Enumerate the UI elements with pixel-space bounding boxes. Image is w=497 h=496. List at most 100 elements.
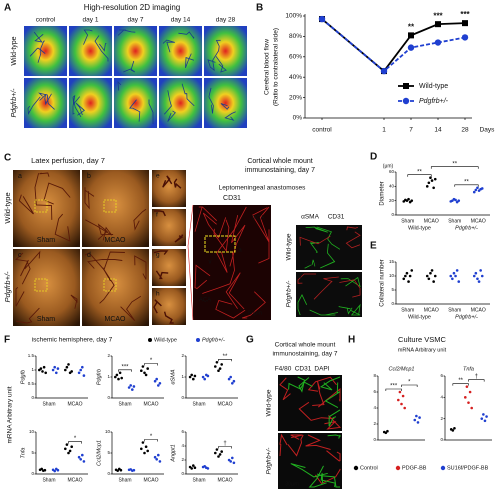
y-tick-label: 0 [391,301,394,306]
data-point [403,406,407,410]
data-point [206,374,210,378]
x-tick-label: MCAO [218,401,233,407]
panel-title: ischemic hemisphere, day 7 [32,337,113,344]
data-point [454,198,457,202]
data-point [457,199,461,202]
image-letter: e [156,173,160,180]
y-tick-label: 1.5 [28,353,35,358]
bracket [385,388,402,391]
group-label: Wild-type [408,225,431,231]
legend-marker [402,97,410,105]
y-tick-label: 4 [440,395,443,400]
vessel [216,206,247,273]
data-point [82,374,86,377]
x-tick-label: Sham [448,307,461,313]
vessel [339,279,361,298]
y-tick-label: 0% [293,115,303,122]
stain-label: αSMA [301,214,320,221]
row-label: Pdgfrb+/- [286,280,293,308]
data-point [117,377,120,381]
row-label: Pdgfrb+/- [266,447,273,475]
data-point [144,445,148,449]
bracket [144,439,158,442]
vessel [297,294,308,316]
significance: * [74,436,77,442]
data-point [232,461,236,465]
data-point [68,449,72,453]
y-tick-label: 0 [181,471,184,476]
y-tick-label: 5 [391,287,394,292]
vessel [83,29,93,45]
zoom-box [103,199,117,213]
x-tick-label: MCAO [144,477,159,483]
x-tick-label: 14 [434,127,442,134]
y-tick-label: 15 [389,259,395,264]
scale-label: 50μm [305,261,319,267]
x-tick-label: Sham [192,477,205,483]
significance: ** [458,378,463,384]
x-tick-label: 7 [409,127,413,134]
chart-title: Tnfa [463,366,474,372]
vessel [304,259,316,269]
data-point [229,375,232,379]
data-point [480,274,484,278]
data-point [153,379,157,383]
y-tick-label: 2 [373,421,376,426]
y-tick-label: 20 [389,198,395,203]
chart-title: Angpt1 [170,444,176,462]
chart-title: Ccl2/Mcp1 [389,366,415,372]
significance: † [475,374,478,380]
data-point [53,365,56,369]
data-point [425,274,429,278]
chart-title: Pdgfb [20,370,26,384]
vessel [215,300,246,319]
data-point [218,367,222,370]
significance: *** [390,384,398,390]
data-point [157,453,160,457]
panel-title: Culture VSMC [398,335,447,344]
data-point [477,280,481,283]
data-point [65,443,69,446]
data-point [119,468,123,472]
data-point [231,382,234,385]
data-point [453,426,456,430]
image-letter: h [156,291,160,298]
data-point [155,377,158,381]
y-tick-label: 2 [440,416,443,421]
vessel [305,226,328,233]
y-tick-label: 0 [107,395,110,400]
vessel [15,252,31,285]
data-point [452,271,456,275]
data-point [201,375,205,379]
data-point [480,187,484,190]
x-tick-label: Sham [401,307,414,313]
data-point [51,368,55,372]
vessel [84,251,125,271]
image-label: v [209,260,212,266]
zoom-line [187,204,194,321]
vessel [312,380,325,406]
data-point [141,365,145,368]
row-label: Pdgfrb+/- [11,88,18,118]
vessel [338,306,353,315]
data-point [408,32,414,39]
x-tick-label: Sham [448,218,461,224]
data-point [64,447,67,451]
data-point [476,186,479,190]
data-point [470,406,474,410]
data-point [418,416,421,419]
y-axis-label: Diameter [380,181,386,205]
y-tick-label: 6 [440,373,443,378]
vessel [316,473,340,488]
scale-label: 30μm [285,481,299,487]
data-point [429,176,432,180]
bracket [407,174,432,177]
data-point [451,429,455,432]
significance: ** [452,161,457,167]
group-label: Wild-type [408,314,431,320]
vessel [37,40,45,63]
vessel [328,409,341,427]
vessel [212,39,221,61]
vessel [298,401,335,421]
